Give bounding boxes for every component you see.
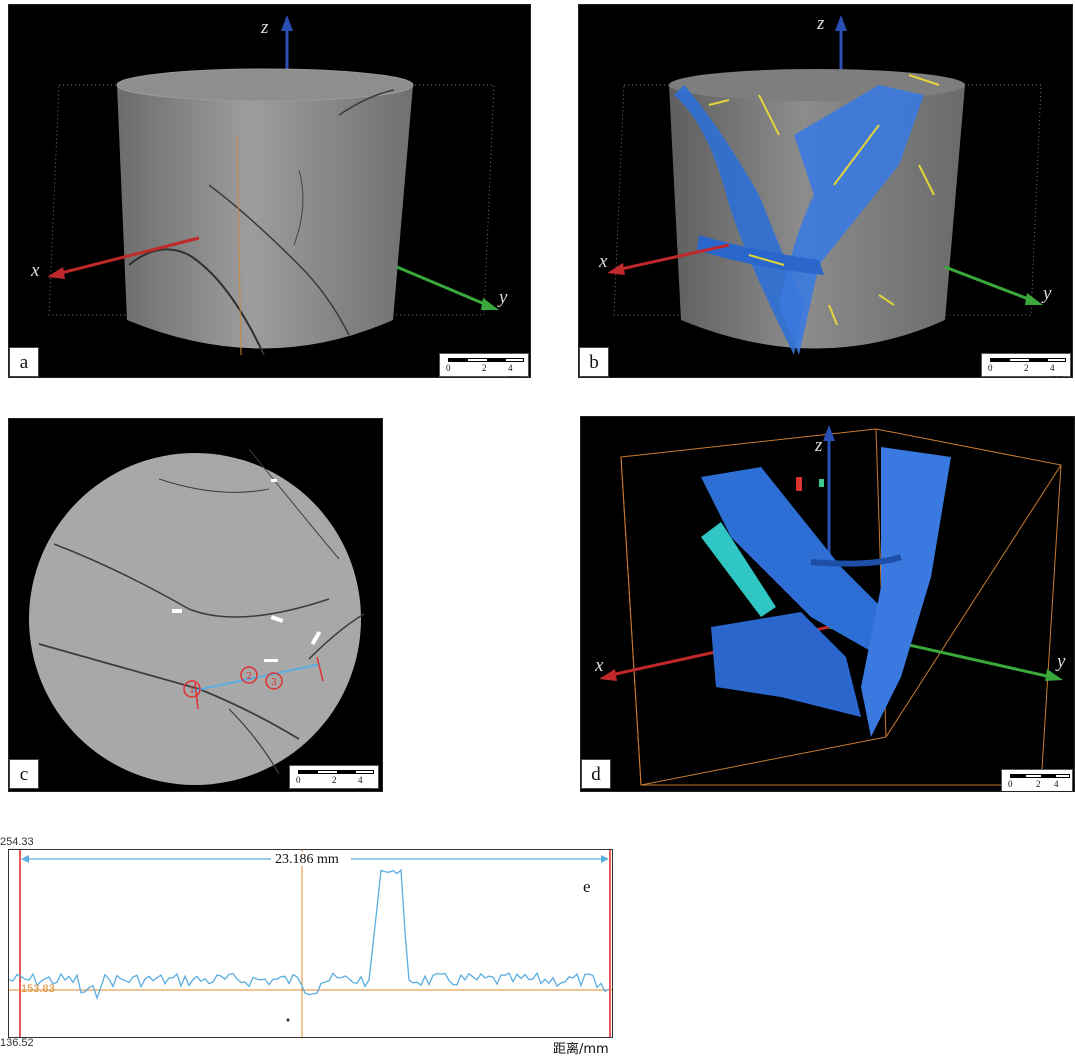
scale-tick-4: 4 mm: [1054, 779, 1068, 791]
scale-tick-2: 2: [1024, 363, 1029, 373]
panel-label-e: e: [583, 877, 591, 896]
panel-b: z x y b 0 2 4 mm: [578, 4, 1073, 378]
profile-curve: [8, 868, 610, 1001]
panel-label-b: b: [579, 347, 609, 377]
ct-volume-render: [47, 15, 499, 356]
x-axis-label: x: [31, 260, 40, 281]
x-axis: [60, 236, 200, 275]
scale-tick-4: 4 mm: [508, 363, 523, 378]
x-axis-title: 距离/mm: [553, 1042, 609, 1057]
scale-tick-0: 0: [988, 363, 993, 373]
z-axis-label: z: [817, 13, 825, 34]
z-axis-label: z: [261, 17, 269, 38]
gray-profile-plot: [8, 850, 612, 1037]
scale-tick-4: 4 mm: [358, 775, 373, 792]
y-axis-label: y: [1043, 283, 1052, 304]
scale-bar: 0 2 4 mm: [439, 353, 529, 377]
scale-tick-0: 0: [296, 775, 301, 785]
scale-tick-4: 4 mm: [1050, 363, 1065, 378]
y-axis-label: y: [499, 287, 508, 308]
mean-value-label: 153.83: [21, 983, 55, 995]
panel-c: 1 2 3 c 0 2 4 mm: [8, 418, 383, 792]
scale-bar: 0 2 4 mm: [1001, 769, 1073, 791]
marker-3: 3: [271, 678, 277, 688]
fracture-network-render: [599, 425, 1063, 786]
marker-1: 1: [189, 686, 195, 696]
y-axis: [396, 265, 488, 307]
profile-y-max: 254.33: [0, 836, 34, 848]
panel-d: z x y d 0 2 4 mm: [580, 416, 1075, 792]
panel-a: z x y a 0 2 4 mm: [8, 4, 531, 378]
distance-label: 23.186 mm: [275, 852, 339, 867]
panel-e: 23.186 mm 153.83 e: [8, 849, 613, 1038]
z-axis-label: z: [815, 435, 823, 456]
scale-tick-2: 2: [482, 363, 487, 373]
ct-slice: 1 2 3: [29, 448, 365, 785]
scale-tick-2: 2: [1036, 779, 1041, 789]
panel-label-d: d: [581, 759, 611, 789]
scale-tick-2: 2: [332, 775, 337, 785]
scale-tick-0: 0: [446, 363, 451, 373]
panel-label-a: a: [9, 347, 39, 377]
x-axis-label: x: [595, 655, 604, 676]
segmented-volume-render: [607, 15, 1043, 355]
panel-label-c: c: [9, 759, 39, 789]
scale-bar: 0 2 4 mm: [981, 353, 1071, 377]
marker-2: 2: [246, 672, 252, 682]
scale-bar: 0 2 4 mm: [289, 765, 379, 792]
x-axis-label: x: [599, 251, 608, 272]
y-axis-label: y: [1057, 651, 1066, 672]
profile-y-min: 136.52: [0, 1037, 34, 1049]
scale-tick-0: 0: [1008, 779, 1013, 789]
